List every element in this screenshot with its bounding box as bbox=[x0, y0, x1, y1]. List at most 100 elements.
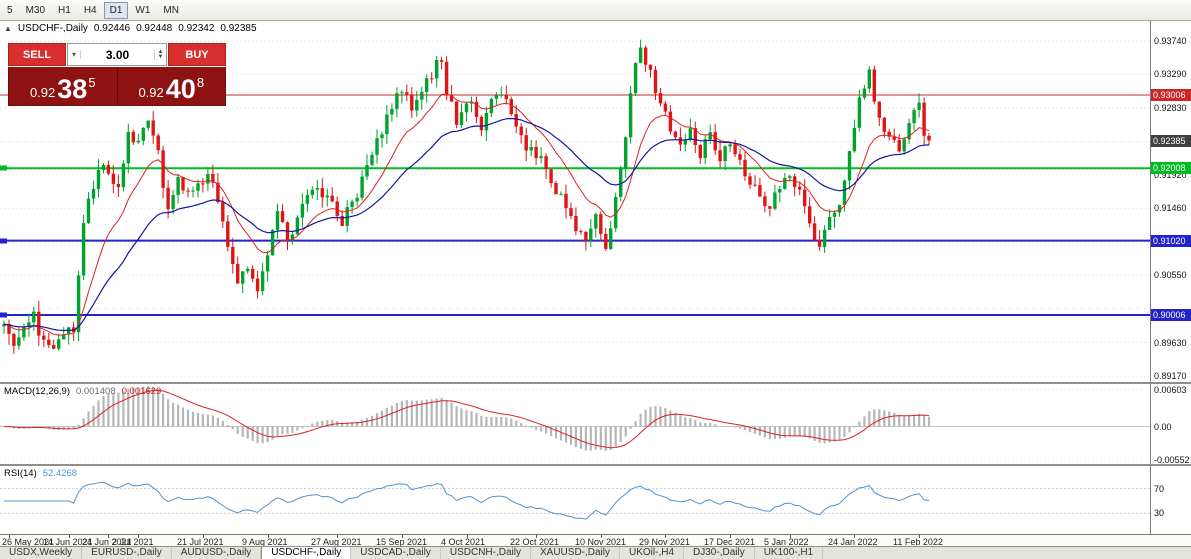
rsi-value: 52.4268 bbox=[42, 468, 78, 479]
macd-scale[interactable]: 0.00603 0.00 -0.00552 bbox=[1150, 384, 1191, 464]
ohlc-high: 0.92448 bbox=[136, 23, 173, 34]
time-tick bbox=[790, 535, 791, 538]
chart-tab-eurusd-daily[interactable]: EURUSD-,Daily bbox=[82, 547, 172, 559]
macd-name: MACD(12,26,9) bbox=[4, 386, 70, 397]
macd-main-value: 0.001408 bbox=[76, 386, 116, 397]
rsi-scale[interactable]: 70 30 bbox=[1150, 466, 1191, 534]
volume-value[interactable]: 3.00 bbox=[105, 47, 130, 62]
chart-tab-ukoil-h4[interactable]: UKOil-,H4 bbox=[620, 547, 685, 559]
chart-tab-usdcnh-daily[interactable]: USDCNH-,Daily bbox=[441, 547, 531, 559]
chart-tab-audusd-daily[interactable]: AUDUSD-,Daily bbox=[172, 547, 262, 559]
macd-signal-value: 0.001629 bbox=[121, 386, 162, 397]
timeframe-button-5[interactable]: 5 bbox=[7, 4, 13, 16]
time-tick-label: 11 Feb 2022 bbox=[893, 537, 943, 547]
time-tick bbox=[919, 535, 920, 538]
time-tick bbox=[9, 535, 10, 538]
macd-tick-label: 0.00603 bbox=[1154, 385, 1187, 395]
chart-tab-bar: USDX,Weekly EURUSD-,Daily AUDUSD-,Daily USD… bbox=[0, 546, 1191, 559]
volume-control[interactable]: ▾ 3.00 ▲ ▼ bbox=[67, 43, 167, 66]
rsi-panel[interactable]: RSI(14) 52.4268 70 30 bbox=[0, 466, 1191, 534]
macd-panel[interactable]: MACD(12,26,9) 0.001408 0.001629 0.00603 0… bbox=[0, 384, 1191, 464]
buy-price-display[interactable]: 0.92 40 8 bbox=[118, 67, 226, 105]
time-tick-label: 14 Jun 2021 bbox=[43, 537, 93, 547]
timeframe-button-h1[interactable]: H1 bbox=[58, 4, 71, 16]
time-tick-label: 17 Dec 2021 bbox=[704, 537, 756, 547]
sell-price-big: 38 bbox=[57, 74, 88, 104]
chart-tab-xauusd-daily[interactable]: XAUUSD-,Daily bbox=[531, 547, 620, 559]
hline-price-label: 0.90006 bbox=[1151, 308, 1191, 321]
time-tick-label: 2 Jul 2021 bbox=[112, 537, 154, 547]
hline-left-tag[interactable] bbox=[0, 312, 7, 318]
one-click-collapse-icon[interactable]: ▲ bbox=[4, 24, 12, 33]
macd-label: MACD(12,26,9) 0.001408 0.001629 bbox=[4, 386, 161, 397]
chart-tab-usdcad-daily[interactable]: USDCAD-,Daily bbox=[351, 547, 441, 559]
timeframe-button-mn[interactable]: MN bbox=[163, 4, 179, 16]
time-scale[interactable]: 26 May 2021 14 Jun 2021 24 Jun 2021 2 Jul 2… bbox=[0, 534, 1191, 547]
buy-button[interactable]: BUY bbox=[168, 43, 226, 66]
chart-tab-dj30-daily[interactable]: DJ30-,Daily bbox=[684, 547, 755, 559]
time-tick-label: 27 Aug 2021 bbox=[311, 537, 362, 547]
chart-title: ▲ USDCHF-,Daily 0.92446 0.92448 0.92342 … bbox=[4, 23, 257, 34]
time-tick-label: 9 Aug 2021 bbox=[242, 537, 288, 547]
time-tick bbox=[854, 535, 855, 538]
chart-window: ▲ USDCHF-,Daily 0.92446 0.92448 0.92342 … bbox=[0, 21, 1191, 547]
hline-price-label: 0.92008 bbox=[1151, 162, 1191, 175]
panel-splitter[interactable] bbox=[0, 382, 1191, 384]
trade-widget-buttons-row: SELL ▾ 3.00 ▲ ▼ BUY bbox=[8, 43, 226, 66]
timeframe-button-w1[interactable]: W1 bbox=[135, 4, 151, 16]
spinner-down-icon[interactable]: ▼ bbox=[157, 53, 164, 60]
price-tick-label: 0.90550 bbox=[1154, 270, 1187, 281]
volume-dropdown-arrow-icon[interactable]: ▾ bbox=[68, 50, 81, 59]
price-tick-label: 0.92830 bbox=[1154, 102, 1187, 113]
volume-spinner[interactable]: ▲ ▼ bbox=[154, 48, 166, 60]
chart-tab-usdchf-daily[interactable]: USDCHF-,Daily bbox=[261, 547, 352, 559]
one-click-trading-widget: SELL ▾ 3.00 ▲ ▼ BUY 0.92 38 5 0.92 40 8 bbox=[8, 43, 226, 106]
buy-price-pip: 8 bbox=[196, 75, 205, 90]
trade-widget-prices-row: 0.92 38 5 0.92 40 8 bbox=[8, 67, 226, 106]
time-tick bbox=[203, 535, 204, 538]
hline-left-tag[interactable] bbox=[0, 238, 7, 244]
price-tick-label: 0.93290 bbox=[1154, 69, 1187, 80]
price-tick-label: 0.91920 bbox=[1154, 169, 1187, 180]
chart-tab-usdx-weekly[interactable]: USDX,Weekly bbox=[0, 547, 83, 559]
chart-tab-uk100-h1[interactable]: UK100-,H1 bbox=[755, 547, 824, 559]
timeframe-button-d1[interactable]: D1 bbox=[103, 1, 129, 19]
macd-tick-label: 0.00 bbox=[1154, 421, 1172, 432]
rsi-tick-label: 30 bbox=[1154, 508, 1165, 519]
time-tick bbox=[402, 535, 403, 538]
timeframe-button-m30[interactable]: M30 bbox=[25, 4, 46, 16]
macd-chart[interactable] bbox=[0, 384, 1150, 464]
sell-price-prefix: 0.92 bbox=[29, 85, 56, 100]
buy-price-big: 40 bbox=[165, 74, 196, 104]
time-tick bbox=[69, 535, 70, 538]
time-tick-label: 22 Oct 2021 bbox=[510, 537, 560, 547]
time-tick-label: 15 Sep 2021 bbox=[376, 537, 428, 547]
price-scale[interactable]: 0.93740 0.93290 0.92830 0.91920 0.91460 0.905… bbox=[1150, 21, 1191, 382]
sell-button[interactable]: SELL bbox=[8, 43, 66, 66]
sell-price-pip: 5 bbox=[88, 75, 96, 90]
panel-splitter[interactable] bbox=[0, 464, 1191, 466]
rsi-label: RSI(14) 52.4268 bbox=[4, 468, 77, 479]
time-tick-label: 21 Jul 2021 bbox=[177, 537, 224, 547]
candlestick-chart[interactable] bbox=[0, 21, 1150, 382]
sell-price-display[interactable]: 0.92 38 5 bbox=[9, 67, 117, 105]
time-tick-label: 10 Nov 2021 bbox=[575, 537, 627, 547]
time-tick bbox=[536, 535, 537, 538]
rsi-name: RSI(14) bbox=[4, 468, 37, 479]
timeframe-button-h4[interactable]: H4 bbox=[83, 4, 97, 16]
ohlc-low: 0.92342 bbox=[178, 23, 215, 34]
time-tick-label: 4 Oct 2021 bbox=[441, 537, 486, 547]
time-tick bbox=[730, 535, 731, 538]
price-tick-label: 0.91460 bbox=[1154, 203, 1187, 214]
ohlc-open: 0.92446 bbox=[93, 23, 131, 34]
time-tick bbox=[665, 535, 666, 538]
spinner-up-icon[interactable]: ▲ bbox=[157, 48, 164, 55]
hline-left-tag[interactable] bbox=[0, 165, 7, 171]
hline-price-label: 0.93006 bbox=[1151, 88, 1191, 101]
rsi-chart[interactable] bbox=[0, 466, 1150, 534]
macd-tick-label: -0.00552 bbox=[1154, 455, 1190, 464]
price-tick-label: 0.93740 bbox=[1154, 36, 1187, 47]
buy-price-prefix: 0.92 bbox=[138, 85, 164, 100]
price-chart-panel[interactable]: ▲ USDCHF-,Daily 0.92446 0.92448 0.92342 … bbox=[0, 21, 1191, 382]
